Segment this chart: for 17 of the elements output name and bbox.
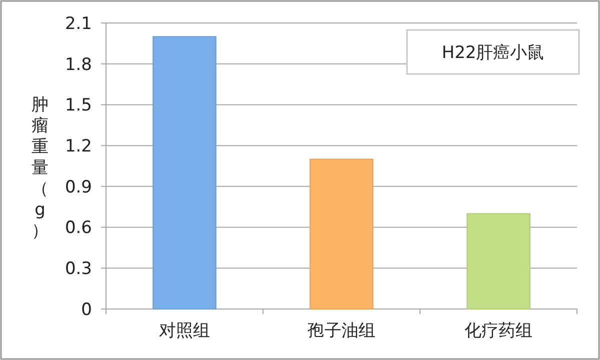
y-tick-label: 1.8	[64, 54, 92, 75]
annotation: H22肝癌小鼠	[442, 42, 544, 63]
x-tick-label: 化疗药组	[464, 321, 532, 341]
text-box: H22肝癌小鼠	[406, 29, 580, 75]
y-tick-label: 1.2	[64, 136, 92, 157]
y-tick-label: 2.1	[64, 14, 92, 34]
y-tick-label: 0	[81, 300, 92, 320]
y-axis-title: 肿瘤重量（g）	[32, 95, 48, 241]
y-tick-label: 1.5	[64, 96, 92, 116]
y-tick-label: 0.3	[64, 259, 92, 280]
bar	[466, 213, 530, 310]
bar	[310, 158, 374, 310]
y-tick-label: 0.9	[64, 177, 92, 198]
x-tick-label: 对照组	[159, 321, 210, 341]
bar	[152, 36, 216, 310]
x-tick-label: 孢子油组	[308, 321, 376, 341]
y-tick-label: 0.6	[64, 218, 92, 238]
